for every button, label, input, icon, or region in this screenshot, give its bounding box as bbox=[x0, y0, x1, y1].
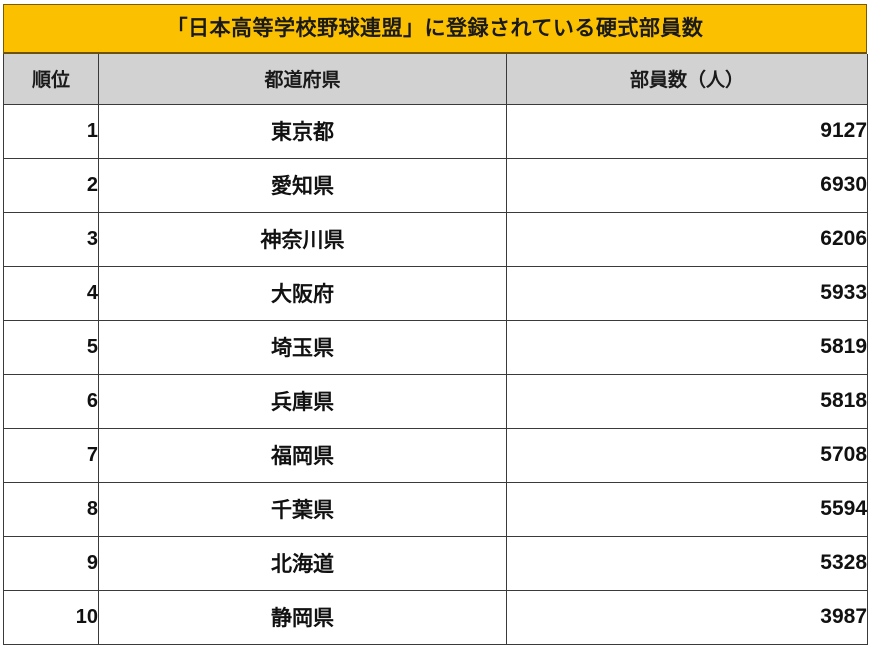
cell-prefecture: 大阪府 bbox=[98, 265, 507, 321]
cell-rank: 1 bbox=[3, 103, 99, 159]
cell-rank: 7 bbox=[3, 427, 99, 483]
table-row: 1 東京都 9127 bbox=[3, 103, 868, 159]
cell-rank: 9 bbox=[3, 535, 99, 591]
table-header-row: 順位 都道府県 部員数（人） bbox=[3, 54, 868, 105]
column-header-prefecture: 都道府県 bbox=[98, 54, 507, 105]
cell-prefecture: 埼玉県 bbox=[98, 319, 507, 375]
cell-prefecture: 東京都 bbox=[98, 103, 507, 159]
cell-prefecture: 愛知県 bbox=[98, 157, 507, 213]
cell-count: 9127 bbox=[506, 103, 868, 159]
cell-rank: 2 bbox=[3, 157, 99, 213]
cell-count: 5819 bbox=[506, 319, 868, 375]
table-header: 順位 都道府県 部員数（人） bbox=[3, 54, 868, 105]
cell-count: 5594 bbox=[506, 481, 868, 537]
cell-prefecture: 神奈川県 bbox=[98, 211, 507, 267]
cell-rank: 3 bbox=[3, 211, 99, 267]
cell-rank: 6 bbox=[3, 373, 99, 429]
cell-rank: 8 bbox=[3, 481, 99, 537]
cell-rank: 5 bbox=[3, 319, 99, 375]
table-row: 3 神奈川県 6206 bbox=[3, 211, 868, 267]
table-row: 9 北海道 5328 bbox=[3, 535, 868, 591]
cell-count: 6206 bbox=[506, 211, 868, 267]
column-header-count: 部員数（人） bbox=[506, 54, 868, 105]
ranking-table-container: 「日本高等学校野球連盟」に登録されている硬式部員数 順位 都道府県 部員数（人）… bbox=[3, 4, 868, 645]
cell-count: 6930 bbox=[506, 157, 868, 213]
cell-rank: 4 bbox=[3, 265, 99, 321]
cell-prefecture: 千葉県 bbox=[98, 481, 507, 537]
cell-prefecture: 福岡県 bbox=[98, 427, 507, 483]
cell-prefecture: 兵庫県 bbox=[98, 373, 507, 429]
page-title: 「日本高等学校野球連盟」に登録されている硬式部員数 bbox=[166, 17, 704, 40]
cell-count: 5328 bbox=[506, 535, 868, 591]
table-body: 1 東京都 9127 2 愛知県 6930 3 神奈川県 6206 4 大阪府 5933 5 埼玉県 581… bbox=[3, 103, 868, 645]
column-header-rank: 順位 bbox=[3, 54, 99, 105]
ranking-table: 順位 都道府県 部員数（人） 1 東京都 9127 2 愛知県 6930 3 神奈川県 6206… bbox=[3, 54, 868, 645]
cell-count: 3987 bbox=[506, 589, 868, 645]
table-row: 8 千葉県 5594 bbox=[3, 481, 868, 537]
table-row: 4 大阪府 5933 bbox=[3, 265, 868, 321]
cell-rank: 10 bbox=[3, 589, 99, 645]
cell-count: 5708 bbox=[506, 427, 868, 483]
table-title-banner: 「日本高等学校野球連盟」に登録されている硬式部員数 bbox=[3, 4, 867, 54]
cell-prefecture: 北海道 bbox=[98, 535, 507, 591]
table-row: 7 福岡県 5708 bbox=[3, 427, 868, 483]
table-row: 6 兵庫県 5818 bbox=[3, 373, 868, 429]
cell-count: 5933 bbox=[506, 265, 868, 321]
table-row: 5 埼玉県 5819 bbox=[3, 319, 868, 375]
table-row: 2 愛知県 6930 bbox=[3, 157, 868, 213]
table-row: 10 静岡県 3987 bbox=[3, 589, 868, 645]
cell-prefecture: 静岡県 bbox=[98, 589, 507, 645]
cell-count: 5818 bbox=[506, 373, 868, 429]
